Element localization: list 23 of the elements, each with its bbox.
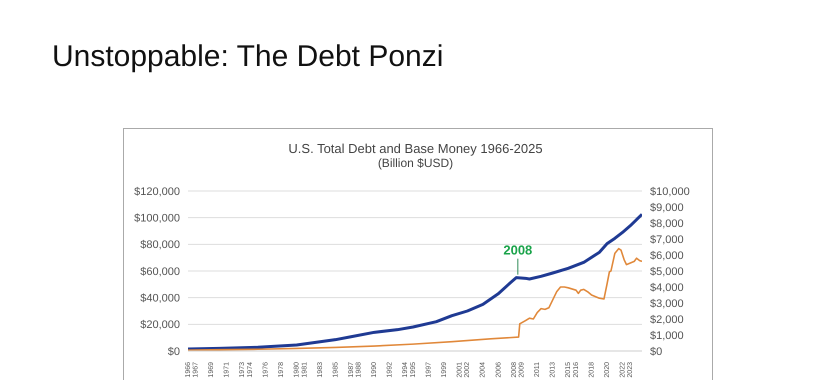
chart-subtitle: (Billion $USD): [376, 156, 454, 170]
y2-tick-label: $6,000: [650, 250, 684, 262]
y2-tick-label: $4,000: [650, 282, 684, 294]
y-tick-label: $60,000: [140, 266, 180, 278]
y2-tick-label: $9,000: [650, 202, 684, 214]
y-tick-label: $40,000: [140, 292, 180, 305]
y2-tick-label: $0: [650, 346, 662, 358]
y2-tick-label: $1,000: [650, 330, 684, 342]
y-tick-label: $100,000: [134, 212, 180, 225]
y-tick-label: $120,000: [134, 186, 180, 198]
annotation: 2008: [503, 242, 532, 258]
y-tick-label: $20,000: [140, 319, 180, 332]
y2-tick-label: $8,000: [650, 218, 684, 230]
y2-tick-label: $2,000: [650, 314, 684, 326]
y-tick-label: $0: [168, 346, 180, 358]
y2-tick-label: $5,000: [650, 266, 684, 278]
y2-tick-label: $10,000: [650, 186, 690, 198]
y2-tick-label: $7,000: [650, 234, 684, 246]
chart-title: U.S. Total Debt and Base Money 1966-2025: [287, 141, 544, 156]
y2-tick-label: $3,000: [650, 298, 684, 310]
y-tick-label: $80,000: [140, 239, 180, 252]
line-series: [188, 212, 642, 350]
text: Unstoppable: The Debt Ponzi: [52, 40, 444, 74]
